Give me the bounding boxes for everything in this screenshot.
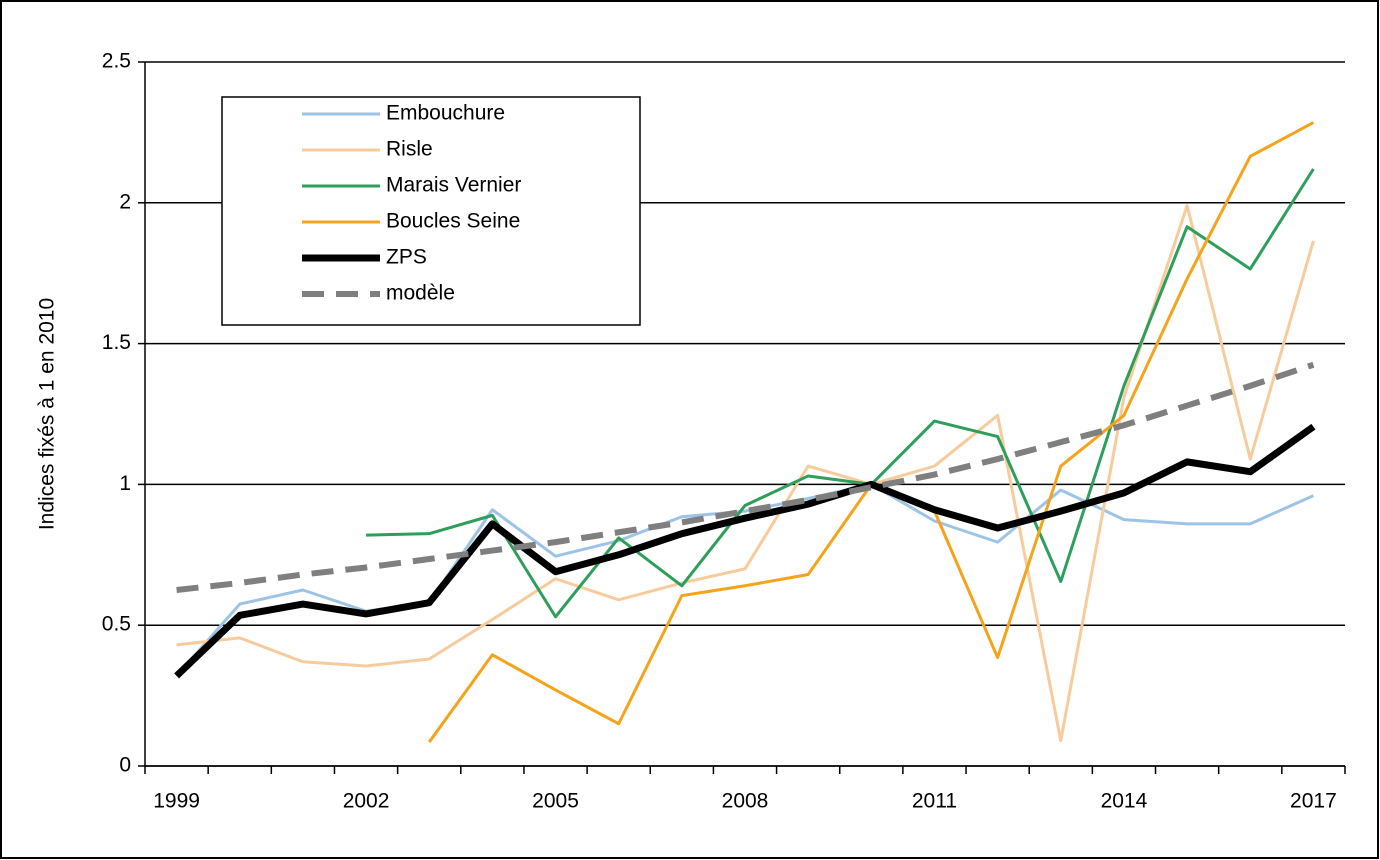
- x-tick-label: 2011: [912, 790, 957, 813]
- x-tick-label: 2014: [1101, 790, 1148, 813]
- x-tick-label: 2005: [532, 790, 579, 813]
- y-tick-label: 1: [119, 472, 131, 495]
- x-tick-label: 2017: [1290, 790, 1337, 813]
- legend-label: Marais Vernier: [386, 174, 521, 197]
- legend-label: Boucles Seine: [386, 210, 520, 233]
- x-tick-label: 2002: [343, 790, 390, 813]
- legend-label: Embouchure: [386, 102, 505, 125]
- legend-box: [221, 96, 641, 326]
- y-axis-label: Indices fixés à 1 en 2010: [36, 298, 59, 530]
- x-tick-label: 2008: [722, 790, 769, 813]
- y-tick-label: 2: [119, 190, 131, 213]
- y-tick-label: 0: [119, 754, 131, 777]
- series-line: [366, 168, 1315, 619]
- legend-label: Risle: [386, 138, 433, 161]
- y-tick-label: 1.5: [102, 331, 131, 354]
- legend: Embouchure Risle Marais Vernier Boucles Sei…: [221, 96, 641, 326]
- legend-label: ZPS: [386, 246, 427, 269]
- series-line: [176, 204, 1315, 743]
- x-tick-label: 1999: [153, 790, 200, 813]
- legend-label: modèle: [386, 282, 455, 305]
- series-line: [174, 423, 1316, 679]
- series-line: [176, 361, 1315, 593]
- y-tick-label: 2.5: [102, 50, 131, 73]
- y-tick-label: 0.5: [102, 613, 131, 636]
